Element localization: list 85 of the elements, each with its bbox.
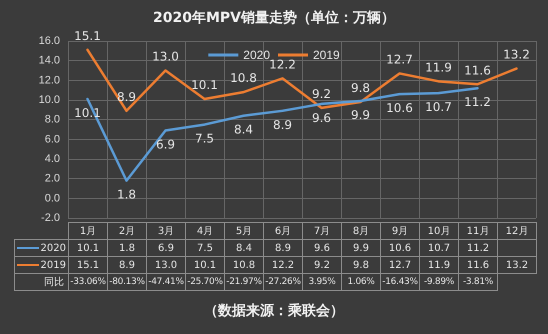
text: 8.9 [272,118,292,132]
y-tick-label: 8.0 [44,114,60,126]
text: -27.26% [263,273,303,291]
text: 10.7 [425,100,452,114]
data-label: 11.2 [458,239,498,257]
text: 10.6 [386,101,413,116]
data-label: 8.9 [263,239,303,257]
x-tick-label: 1月 [68,222,108,240]
text: 2019 [40,260,66,271]
data-label: 10.6 [380,239,420,257]
data-label: 10.7 [419,239,459,257]
text: 11.2 [464,95,491,110]
data-label: 1.8 [107,239,147,257]
data-label: 15.1 [68,256,108,274]
text: 10.1 [191,78,218,92]
text: 13.2 [503,48,530,62]
data-label: 8.4 [224,239,264,257]
y-tick-label: 2.0 [44,172,60,185]
y-tick-label: 14.0 [38,54,60,67]
text: 11.6 [464,63,491,78]
x-tick-label: 7月 [302,222,342,240]
data-label: 9.8 [341,256,381,274]
data-label: 9.9 [341,239,381,257]
data-label: 11.9 [419,256,459,274]
y-tick-label: 6.0 [44,133,60,146]
x-tick-label: 2月 [107,222,147,240]
data-label: 9.2 [302,256,342,274]
text: 2020 [40,243,66,254]
x-tick-label: 11月 [458,222,498,240]
x-tick-label: 10月 [419,222,459,240]
text: 1.06% [341,273,381,291]
text: -33.06% [68,273,108,291]
text: 3.95% [302,273,342,291]
legend-label: 2019 [313,48,340,62]
data-label: 10.8 [224,256,264,274]
text: 9.8 [350,80,370,95]
y-tick-label: 16.0 [38,35,60,47]
x-tick-label: 6月 [263,222,303,240]
data-label: 12.2 [263,256,303,274]
text: （数据来源：乘联会） [203,302,345,320]
data-label: 9.6 [302,239,342,257]
text: 9.2 [312,86,332,101]
text: 10.8 [230,71,257,86]
x-tick-label: 8月 [341,222,381,240]
x-tick-label: 9月 [380,222,420,240]
data-label: 7.5 [185,239,225,257]
data-label: 8.9 [107,256,147,274]
text: 11.9 [425,60,452,74]
data-label: 12.7 [380,256,420,274]
text: 7.5 [194,132,214,146]
data-label: 13.2 [497,256,537,274]
text: 15.1 [74,28,101,43]
y-tick-label: -2.0 [41,212,60,224]
x-tick-label: 4月 [185,222,225,240]
y-tick-label: 0.0 [44,192,60,204]
text: 8.4 [234,122,254,137]
data-label: 10.1 [185,256,225,274]
text: -3.81% [458,273,498,291]
x-tick-label: 5月 [224,222,264,240]
text: 13.0 [152,50,179,64]
x-tick-label: 12月 [497,222,537,240]
data-label: 6.9 [146,239,186,257]
text: 9.6 [312,110,332,125]
text: -21.97% [224,273,264,291]
text: 9.9 [350,108,370,122]
y-tick-label: 12.0 [38,74,60,86]
text: -16.43% [380,273,420,291]
text: 12.2 [269,57,296,72]
text: 同比 [14,273,69,291]
legend-label: 2020 [243,48,270,62]
x-tick-label: 3月 [146,222,186,240]
text: 1.8 [116,188,136,202]
text: -25.70% [185,273,225,291]
chart-title: 2020年MPV销量走势（单位：万辆） [153,10,395,26]
data-label: 11.6 [458,256,498,274]
y-tick-label: 10.0 [38,94,60,106]
text: 8.9 [116,90,136,104]
text: -47.41% [146,273,186,291]
text: -9.89% [419,273,459,291]
data-label: 13.0 [146,256,186,274]
data-label: 10.1 [68,239,108,257]
text: 6.9 [156,137,176,152]
y-tick-label: 4.0 [44,153,60,165]
text: -80.13% [107,273,147,291]
text: 12.7 [386,52,413,66]
